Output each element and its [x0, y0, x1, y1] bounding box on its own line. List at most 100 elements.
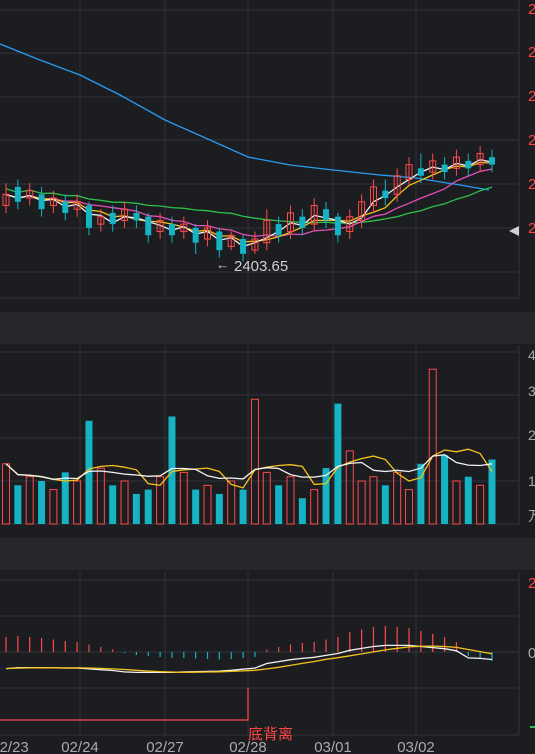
volume-bar — [488, 459, 496, 524]
volume-bar — [96, 467, 105, 525]
volume-bar — [262, 471, 271, 525]
candle-body — [334, 216, 341, 236]
volume-bar — [168, 416, 176, 524]
candle-body — [38, 194, 45, 210]
ma-line-blue — [0, 43, 490, 191]
candle-body — [73, 201, 81, 210]
volume-bar — [14, 485, 22, 524]
candle-body — [156, 219, 164, 233]
volume-bar — [322, 468, 330, 524]
candle-body — [49, 197, 57, 207]
candle-body — [240, 238, 247, 254]
candle-body — [216, 231, 223, 251]
macd-axis-label: 0 — [528, 645, 535, 662]
price-panel[interactable]: 2 2 2 2 2 2 — [0, 0, 535, 299]
volume-bar — [25, 476, 34, 525]
volume-bar — [476, 484, 485, 525]
candle-body — [452, 156, 460, 169]
candle-body — [476, 152, 484, 166]
candle-body — [405, 164, 413, 180]
volume-bar — [405, 489, 414, 525]
candle-body — [417, 168, 424, 176]
divergence-bracket — [0, 688, 249, 721]
x-tick-label: 03/02 — [397, 739, 435, 754]
candle-body — [109, 212, 116, 225]
macd-axis-label: 2 — [528, 575, 535, 592]
candle-body — [204, 227, 212, 240]
price-axis-label: 2 — [528, 220, 535, 237]
x-tick-label: 02/23 — [0, 739, 29, 754]
volume-bar — [120, 480, 129, 525]
candle-body — [429, 160, 437, 173]
volume-bar — [227, 480, 236, 525]
volume-axis-label: 万 — [528, 508, 535, 524]
price-low-arrow: ← — [216, 257, 229, 272]
divergence-label: 底背离 — [248, 726, 293, 743]
volume-ma-white — [5, 454, 493, 480]
volume-bar — [298, 498, 306, 524]
volume-bar — [132, 493, 140, 524]
macd-panel[interactable]: 20 — [0, 572, 535, 736]
volume-ma-yellow — [5, 448, 493, 489]
volume-bar — [73, 480, 82, 525]
candle-body — [286, 212, 294, 233]
x-tick-label: 03/01 — [314, 739, 352, 754]
volume-bar — [286, 476, 295, 525]
volume-axis-label: 4 — [528, 347, 535, 363]
volume-bar — [369, 476, 378, 525]
x-axis: 02/23 02/24 02/27 02/28 03/01 03/02 — [0, 739, 435, 754]
volume-bar — [417, 463, 425, 524]
candle-body — [275, 224, 282, 236]
volume-bar — [275, 485, 283, 524]
candle-body — [62, 201, 69, 213]
candle-body — [133, 212, 140, 221]
price-axis-label: 2 — [528, 88, 535, 105]
volume-bar — [441, 455, 449, 524]
candle-body — [310, 205, 318, 225]
volume-bar — [310, 489, 319, 525]
x-tick-label: 02/27 — [146, 739, 184, 754]
volume-bar — [357, 480, 366, 525]
candle-body — [441, 164, 448, 173]
candle-body — [323, 209, 330, 221]
volume-bar — [179, 471, 188, 525]
volume-axis-label: 1 — [528, 473, 535, 489]
candle-body — [14, 186, 21, 202]
panel-separator — [0, 312, 535, 344]
candle-body — [346, 216, 354, 233]
volume-bar — [85, 420, 93, 524]
candle-body — [299, 216, 306, 228]
candle-body — [26, 190, 34, 199]
volume-bar — [156, 476, 165, 525]
ma-line-green — [5, 186, 493, 224]
volume-bar — [464, 476, 472, 524]
candle-body — [369, 186, 377, 207]
volume-bar — [109, 485, 117, 524]
macd-dif-line — [5, 644, 493, 674]
candle-body — [121, 208, 129, 221]
price-axis-label: 2 — [528, 176, 535, 193]
current-price-marker — [509, 226, 519, 236]
panel-separator — [0, 538, 535, 570]
candle-body — [2, 193, 10, 207]
volume-bar — [49, 489, 58, 525]
x-tick-label: 02/24 — [61, 739, 99, 754]
candle-body — [180, 223, 188, 233]
volume-bar — [192, 489, 200, 524]
candle-body — [192, 227, 199, 243]
candle-body — [168, 224, 175, 236]
price-axis-label: 2 — [528, 1, 535, 18]
ma-line-magenta — [5, 168, 493, 238]
candle-body — [393, 175, 401, 195]
volume-axis-label: 3 — [528, 383, 535, 399]
candle-body — [97, 216, 105, 225]
candle-body — [465, 160, 472, 169]
volume-bar — [345, 450, 354, 525]
volume-bar — [250, 398, 259, 525]
volume-bar — [428, 368, 437, 525]
price-low-annotation: 2403.65 — [234, 258, 288, 275]
volume-panel[interactable]: 4 3 2 1 万 — [0, 346, 535, 525]
volume-bar — [61, 472, 69, 524]
candle-body — [382, 190, 389, 199]
